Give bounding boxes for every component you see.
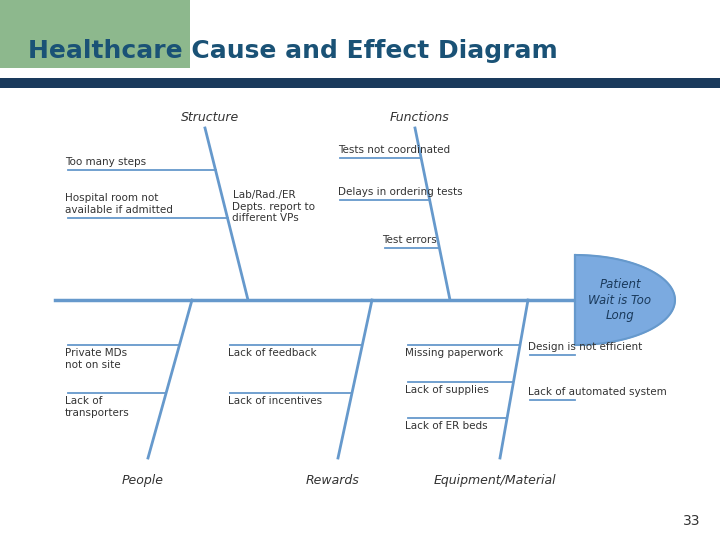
Text: Lack of ER beds: Lack of ER beds [405, 421, 487, 431]
Text: Lack of supplies: Lack of supplies [405, 385, 489, 395]
Text: Patient
Wait is Too
Long: Patient Wait is Too Long [588, 279, 652, 321]
Text: Structure: Structure [181, 111, 239, 124]
Bar [0, 0, 190, 68]
Text: Private MDs
not on site: Private MDs not on site [65, 348, 127, 369]
Text: Delays in ordering tests: Delays in ordering tests [338, 187, 463, 197]
Text: Test errors: Test errors [382, 235, 437, 245]
Text: Tests not coordinated: Tests not coordinated [338, 145, 450, 155]
Text: Lack of
transporters: Lack of transporters [65, 396, 130, 417]
Text: 33: 33 [683, 514, 700, 528]
Text: Design is not efficient: Design is not efficient [528, 342, 642, 352]
Text: Functions: Functions [390, 111, 450, 124]
Text: Too many steps: Too many steps [65, 157, 146, 167]
Text: Lab/Rad./ER
Depts. report to
different VPs: Lab/Rad./ER Depts. report to different V… [233, 190, 315, 223]
Text: Lack of automated system: Lack of automated system [528, 387, 667, 397]
Text: Equipment/Material: Equipment/Material [433, 474, 557, 487]
Text: Rewards: Rewards [306, 474, 360, 487]
Text: People: People [122, 474, 164, 487]
Text: Healthcare Cause and Effect Diagram: Healthcare Cause and Effect Diagram [28, 39, 558, 63]
Text: Lack of feedback: Lack of feedback [228, 348, 317, 358]
Polygon shape [575, 255, 675, 345]
Text: Lack of incentives: Lack of incentives [228, 396, 322, 406]
Bar [0, 78, 720, 88]
Text: Missing paperwork: Missing paperwork [405, 348, 503, 358]
Text: Hospital room not
available if admitted: Hospital room not available if admitted [65, 193, 173, 215]
